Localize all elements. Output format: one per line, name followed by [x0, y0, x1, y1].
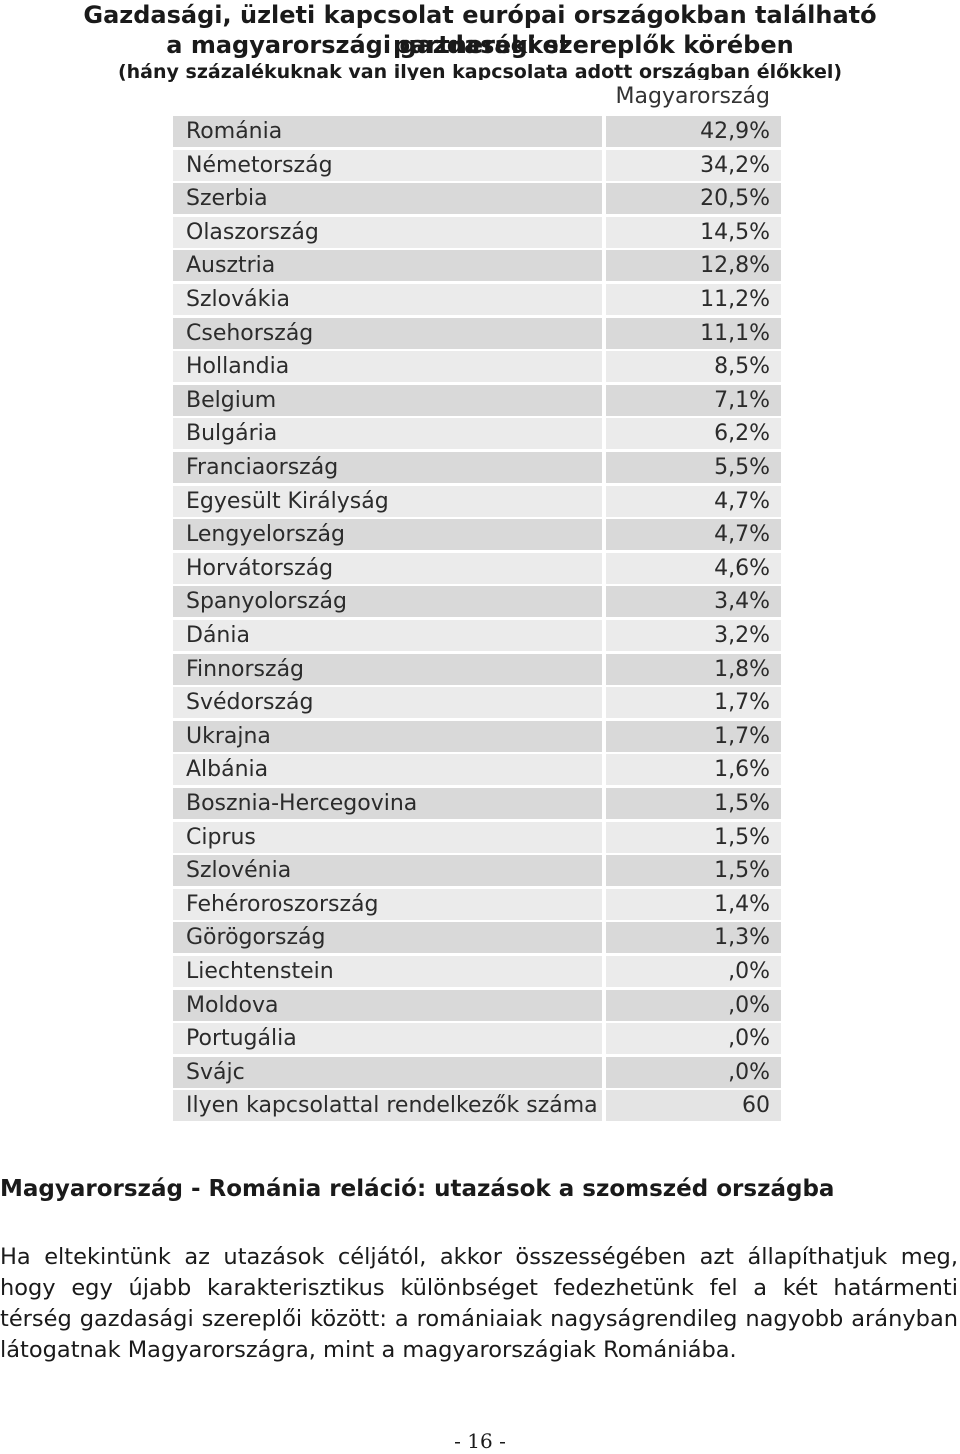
table-row: Lengyelország 4,7% [173, 519, 781, 550]
table-row: Svédország 1,7% [173, 687, 781, 718]
table-row: Fehéroroszország 1,4% [173, 889, 781, 920]
table-column-header-row: Magyarország [173, 80, 781, 110]
table-row: Románia 42,9% [173, 116, 781, 147]
percentage-cell: 3,2% [606, 620, 781, 651]
percentage-cell: 1,4% [606, 889, 781, 920]
percentage-cell: 6,2% [606, 418, 781, 449]
percentage-cell: 1,6% [606, 754, 781, 785]
country-cell: Hollandia [173, 351, 602, 382]
table-row: Horvátország 4,6% [173, 553, 781, 584]
total-value-cell: 60 [606, 1090, 781, 1121]
page-number: - 16 - [454, 1429, 506, 1453]
country-cell: Szerbia [173, 183, 602, 214]
percentage-cell: 42,9% [606, 116, 781, 147]
table-row: Csehország 11,1% [173, 318, 781, 349]
table-row: Finnország 1,8% [173, 654, 781, 685]
country-cell: Bosznia-Hercegovina [173, 788, 602, 819]
country-cell: Ukrajna [173, 721, 602, 752]
country-cell: Görögország [173, 922, 602, 953]
table-row: Spanyolország 3,4% [173, 586, 781, 617]
percentage-cell: 4,7% [606, 486, 781, 517]
section-heading: Magyarország - Románia reláció: utazások… [0, 1176, 835, 1202]
percentage-cell: 5,5% [606, 452, 781, 483]
country-cell: Németország [173, 150, 602, 181]
table-row: Dánia 3,2% [173, 620, 781, 651]
country-cell: Fehéroroszország [173, 889, 602, 920]
table-row: Olaszország 14,5% [173, 217, 781, 248]
table-title-line-2: a magyarországi gazdasági szereplők köré… [166, 31, 794, 59]
country-cell: Svédország [173, 687, 602, 718]
table-row: Moldova ,0% [173, 990, 781, 1021]
table-row: Liechtenstein ,0% [173, 956, 781, 987]
percentage-cell: 1,7% [606, 687, 781, 718]
table-row: Ausztria 12,8% [173, 250, 781, 281]
country-cell: Dánia [173, 620, 602, 651]
percentage-cell: 11,2% [606, 284, 781, 315]
column-header-magyarorszag: Magyarország [615, 84, 770, 109]
total-label-cell: Ilyen kapcsolattal rendelkezők száma [173, 1090, 602, 1121]
country-cell: Belgium [173, 385, 602, 416]
country-cell: Svájc [173, 1057, 602, 1088]
percentage-cell: 1,5% [606, 822, 781, 853]
percentage-cell: 12,8% [606, 250, 781, 281]
percentage-cell: 3,4% [606, 586, 781, 617]
percentage-cell: 1,5% [606, 788, 781, 819]
country-cell: Horvátország [173, 553, 602, 584]
country-cell: Csehország [173, 318, 602, 349]
table-row: Svájc ,0% [173, 1057, 781, 1088]
percentage-cell: ,0% [606, 1057, 781, 1088]
percentage-cell: 14,5% [606, 217, 781, 248]
table-row: Szerbia 20,5% [173, 183, 781, 214]
percentage-cell: 8,5% [606, 351, 781, 382]
table-row: Egyesült Királyság 4,7% [173, 486, 781, 517]
country-cell: Spanyolország [173, 586, 602, 617]
percentage-cell: 7,1% [606, 385, 781, 416]
percentage-cell: 4,7% [606, 519, 781, 550]
country-cell: Románia [173, 116, 602, 147]
country-cell: Portugália [173, 1023, 602, 1054]
percentage-cell: 20,5% [606, 183, 781, 214]
percentage-cell: 1,7% [606, 721, 781, 752]
table-title: Gazdasági, üzleti kapcsolat európai orsz… [83, 1, 877, 59]
percentage-cell: 1,8% [606, 654, 781, 685]
body-paragraph: Ha eltekintünk az utazások céljától, akk… [0, 1244, 958, 1363]
table-row: Hollandia 8,5% [173, 351, 781, 382]
country-cell: Szlovákia [173, 284, 602, 315]
table-row: Bosznia-Hercegovina 1,5% [173, 788, 781, 819]
table-row: Ciprus 1,5% [173, 822, 781, 853]
table-row: Belgium 7,1% [173, 385, 781, 416]
country-cell: Szlovénia [173, 855, 602, 886]
country-cell: Bulgária [173, 418, 602, 449]
table-total-row: Ilyen kapcsolattal rendelkezők száma 60 [173, 1090, 781, 1121]
country-cell: Egyesült Királyság [173, 486, 602, 517]
table-row: Franciaország 5,5% [173, 452, 781, 483]
table-row: Portugália ,0% [173, 1023, 781, 1054]
percentage-cell: 34,2% [606, 150, 781, 181]
table-row: Szlovákia 11,2% [173, 284, 781, 315]
table-row: Albánia 1,6% [173, 754, 781, 785]
percentage-cell: ,0% [606, 990, 781, 1021]
country-cell: Ciprus [173, 822, 602, 853]
country-cell: Ausztria [173, 250, 602, 281]
percentage-cell: 4,6% [606, 553, 781, 584]
country-cell: Albánia [173, 754, 602, 785]
table-row: Németország 34,2% [173, 150, 781, 181]
country-cell: Liechtenstein [173, 956, 602, 987]
percentage-cell: ,0% [606, 956, 781, 987]
table-row: Ukrajna 1,7% [173, 721, 781, 752]
table-row: Görögország 1,3% [173, 922, 781, 953]
table-row: Szlovénia 1,5% [173, 855, 781, 886]
country-cell: Franciaország [173, 452, 602, 483]
country-cell: Finnország [173, 654, 602, 685]
percentage-cell: ,0% [606, 1023, 781, 1054]
percentage-cell: 11,1% [606, 318, 781, 349]
percentage-cell: 1,3% [606, 922, 781, 953]
country-cell: Lengyelország [173, 519, 602, 550]
country-cell: Olaszország [173, 217, 602, 248]
data-table: Magyarország Románia 42,9% Németország 34,2… [173, 80, 781, 1121]
country-cell: Moldova [173, 990, 602, 1021]
table-subtitle: (hány százalékuknak van ilyen kapcsolata… [117, 61, 843, 83]
table-row: Bulgária 6,2% [173, 418, 781, 449]
percentage-cell: 1,5% [606, 855, 781, 886]
